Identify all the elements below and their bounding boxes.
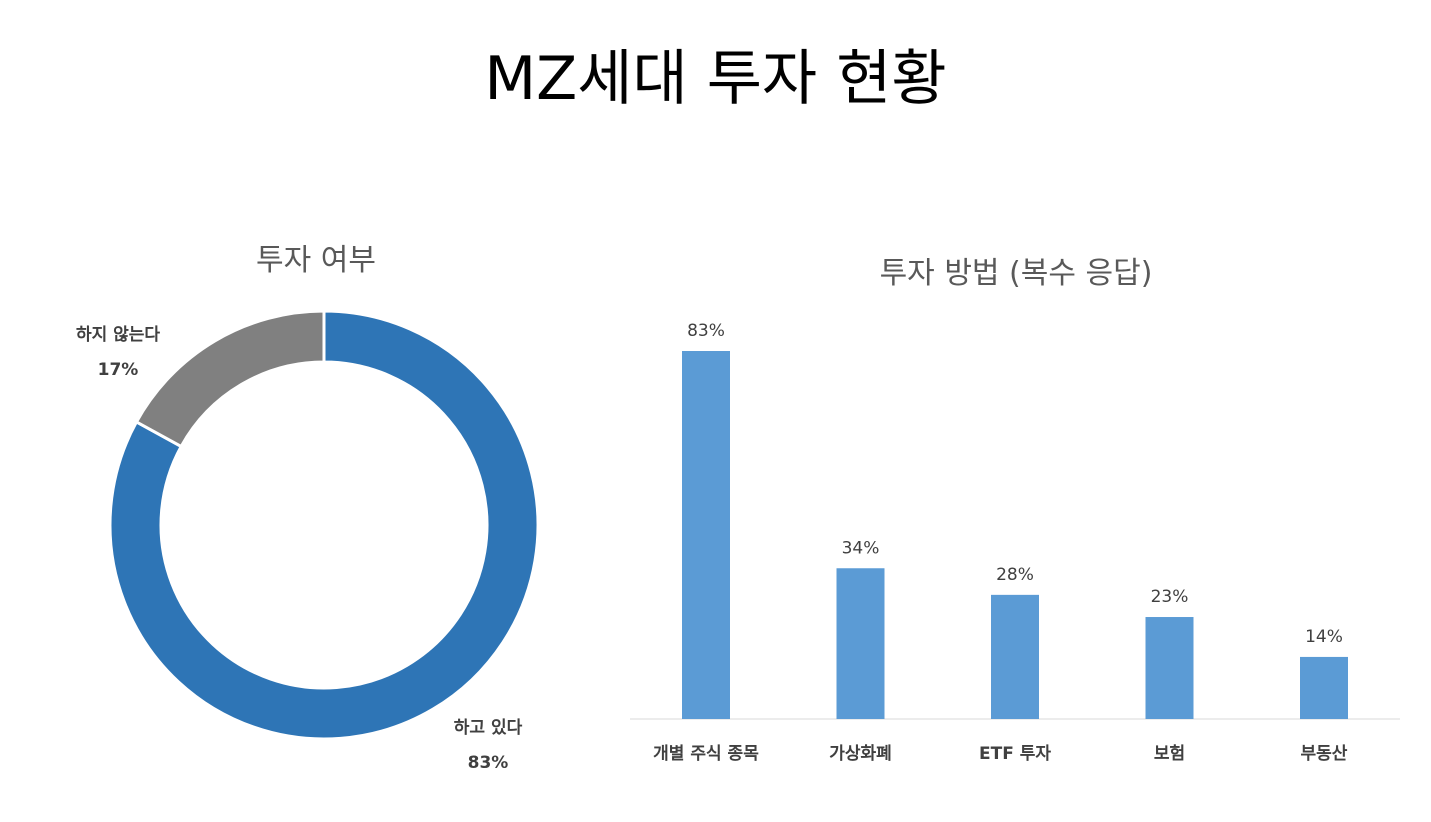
bar-category-label-1: 가상화폐 — [829, 744, 892, 764]
bar-category-label-4: 부동산 — [1301, 744, 1348, 764]
bar-0 — [682, 351, 730, 719]
page-title: MZ세대 투자 현황 — [484, 44, 947, 114]
bar-1 — [836, 568, 885, 719]
bar-3 — [1145, 617, 1194, 719]
slice-label-invest: 하고 있다 — [454, 718, 523, 738]
donut-slice-0 — [108, 309, 540, 741]
donut-chart-title: 투자 여부 — [256, 243, 376, 278]
bar-category-label-2: ETF 투자 — [979, 744, 1051, 764]
bar-value-label-2: 28% — [996, 565, 1034, 585]
donut-slice-1 — [134, 309, 326, 449]
donut-slices — [108, 309, 540, 741]
bar-4 — [1300, 656, 1348, 719]
donut-chart: 투자 여부 하고 있다 83% 하지 않는다 17% — [76, 243, 540, 773]
bar-value-label-1: 34% — [842, 538, 880, 558]
bar-value-label-0: 83% — [687, 321, 725, 341]
bar-value-label-3: 23% — [1151, 587, 1189, 607]
slice-value-invest: 83% — [468, 753, 509, 773]
bars: 83% 개별 주식 종목 34% 가상화폐 28% ETF 투자 23% 보험 14% 부동산 — [653, 321, 1348, 764]
bar-chart-title: 투자 방법 (복수 응답) — [880, 256, 1153, 291]
bar-category-label-0: 개별 주식 종목 — [653, 744, 759, 764]
bar-chart: 투자 방법 (복수 응답) 83% 개별 주식 종목 34% 가상화폐 28% ETF 투… — [630, 256, 1400, 764]
bar-value-label-4: 14% — [1305, 627, 1343, 647]
slice-value-not-invest: 17% — [98, 360, 139, 380]
bar-category-label-3: 보험 — [1154, 743, 1185, 764]
bar-2 — [991, 594, 1039, 719]
slice-label-not-invest: 하지 않는다 — [76, 325, 160, 345]
